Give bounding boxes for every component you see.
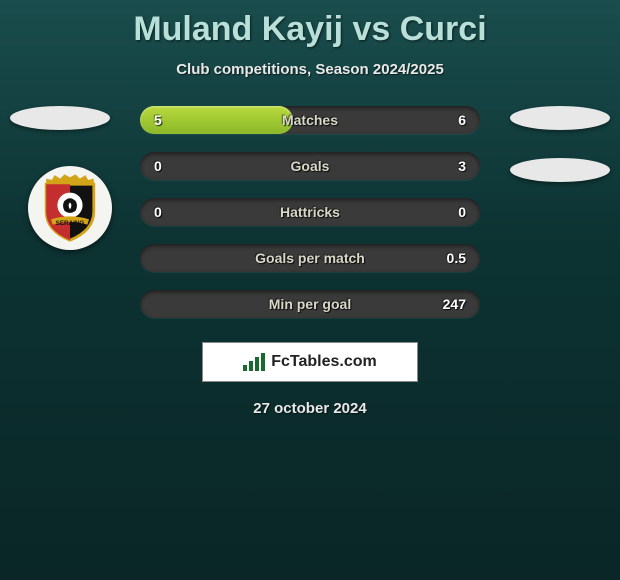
player2-placeholder-oval-1 — [510, 106, 610, 130]
stat-value-right: 3 — [430, 158, 480, 174]
stat-bar: 5Matches6 — [140, 106, 480, 134]
stat-value-right: 0.5 — [430, 250, 480, 266]
stat-bars: 5Matches60Goals30Hattricks0Goals per mat… — [140, 106, 480, 318]
stat-bar: 0Goals3 — [140, 152, 480, 180]
stat-label: Hattricks — [140, 204, 480, 220]
stat-value-right: 6 — [430, 112, 480, 128]
club-badge: SERAING — [28, 166, 112, 250]
comparison-panel: SERAING 5Matches60Goals30Hattricks0Goals… — [0, 106, 620, 318]
bar-chart-icon — [243, 353, 265, 371]
svg-text:SERAING: SERAING — [56, 220, 85, 227]
subtitle: Club competitions, Season 2024/2025 — [0, 61, 620, 78]
page-title: Muland Kayij vs Curci — [0, 0, 620, 49]
stat-bar: Goals per match0.5 — [140, 244, 480, 272]
player2-placeholder-oval-2 — [510, 158, 610, 182]
stat-value-right: 0 — [430, 204, 480, 220]
stat-bar: 0Hattricks0 — [140, 198, 480, 226]
stat-value-right: 247 — [430, 296, 480, 312]
stat-label: Matches — [140, 112, 480, 128]
date-label: 27 october 2024 — [0, 400, 620, 417]
stat-label: Goals — [140, 158, 480, 174]
player1-placeholder-oval — [10, 106, 110, 130]
stat-bar: Min per goal247 — [140, 290, 480, 318]
stat-label: Min per goal — [140, 296, 480, 312]
stat-label: Goals per match — [140, 250, 480, 266]
seraing-shield-icon: SERAING — [35, 173, 105, 243]
footer-brand-text: FcTables.com — [271, 353, 377, 371]
footer-brand[interactable]: FcTables.com — [202, 342, 418, 382]
